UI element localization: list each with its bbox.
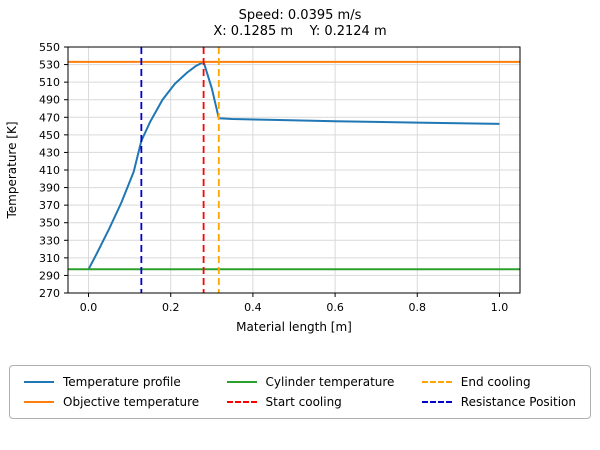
chart-subtitle: X: 0.1285 m Y: 0.2124 m: [213, 24, 387, 40]
legend-item: Start cooling: [226, 394, 395, 409]
x-tick-label: 0.4: [244, 301, 262, 314]
y-tick-label: 310: [39, 251, 60, 264]
legend-line-sample: [24, 400, 54, 403]
legend-item: Resistance Position: [421, 394, 576, 409]
legend-label: Cylinder temperature: [265, 374, 395, 389]
legend-item: Temperature profile: [24, 375, 199, 389]
legend-box: Temperature profile Objective temperature…: [9, 364, 591, 419]
y-tick-label: 290: [39, 269, 60, 282]
series-line: [87, 60, 500, 270]
x-tick-label: 0.2: [162, 301, 180, 314]
y-tick-label: 410: [39, 164, 60, 177]
y-tick-label: 430: [39, 146, 60, 159]
plot-area: 0.0 0.2 0.4 0.6 0.8 1.0 270 290 310 330 350 370 390 4…: [5, 41, 521, 334]
x-tick-label: 0.8: [409, 301, 427, 314]
legend-label: Temperature profile: [63, 374, 181, 389]
legend-line-sample: [226, 400, 257, 403]
y-tick-label: 470: [39, 111, 60, 124]
legend-item: Cylinder temperature: [226, 374, 395, 389]
x-tick-label: 0.0: [80, 301, 98, 314]
y-axis-label: Temperature [K]: [5, 121, 19, 219]
chart-title: Speed: 0.0395 m/s: [238, 8, 362, 23]
y-tick-label: 530: [39, 58, 60, 71]
y-tick-label: 270: [39, 287, 60, 300]
legend-item: Objective temperature: [24, 395, 199, 409]
chart-header: Speed: 0.0395 m/s X: 0.1285 m Y: 0.2124 …: [0, 0, 600, 41]
legend-line-sample: [421, 380, 452, 383]
x-tick-label: 0.6: [326, 301, 344, 314]
y-tick-label: 450: [39, 128, 60, 141]
legend-label: End cooling: [460, 374, 531, 389]
y-tick-label: 390: [39, 181, 60, 194]
legend-label: Objective temperature: [63, 394, 200, 409]
legend-line-sample: [24, 380, 54, 383]
y-tick-label: 370: [39, 199, 60, 212]
y-tick-label: 350: [39, 216, 60, 229]
legend-item: End cooling: [421, 374, 576, 389]
legend-line-sample: [226, 380, 257, 383]
x-axis-label: Material length [m]: [236, 320, 352, 334]
legend-label: Start cooling: [265, 394, 342, 409]
y-tick-label: 550: [39, 41, 60, 54]
y-tick-label: 490: [39, 93, 60, 106]
x-tick-label: 1.0: [491, 301, 509, 314]
legend-label: Resistance Position: [460, 394, 576, 409]
y-tick-label: 330: [39, 234, 60, 247]
y-tick-label: 510: [39, 76, 60, 89]
legend-line-sample: [421, 400, 452, 403]
